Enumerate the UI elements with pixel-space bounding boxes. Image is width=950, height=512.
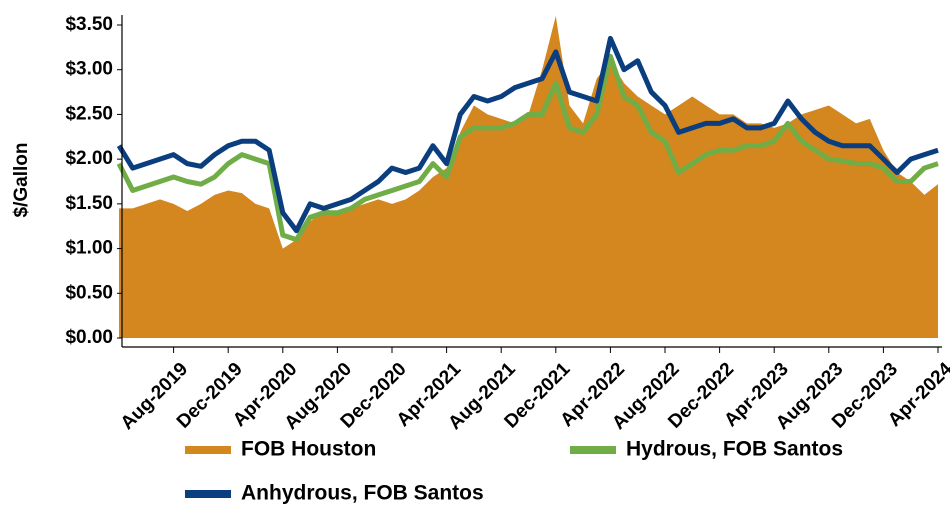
- y-tick-label: $0.00: [65, 327, 113, 348]
- y-tick-label: $3.00: [65, 59, 113, 80]
- y-tick-label: $1.00: [65, 238, 113, 259]
- legend-label: Hydrous, FOB Santos: [626, 438, 843, 461]
- y-tick-label: $2.00: [65, 148, 113, 169]
- legend-swatch: [185, 490, 231, 498]
- line: [116, 53, 939, 243]
- y-tick-label: $0.50: [65, 282, 113, 303]
- legend-label: Anhydrous, FOB Santos: [241, 482, 484, 505]
- legend-swatch: [570, 446, 616, 454]
- y-tick-label: $3.50: [65, 14, 113, 35]
- y-tick-label: $1.50: [65, 193, 113, 214]
- area: [119, 16, 938, 339]
- y-tick-label: $2.50: [65, 103, 113, 124]
- legend-label: FOB Houston: [241, 438, 376, 461]
- y-axis-label: $/Gallon: [11, 143, 32, 218]
- legend-swatch: [185, 446, 231, 454]
- line: [116, 35, 939, 234]
